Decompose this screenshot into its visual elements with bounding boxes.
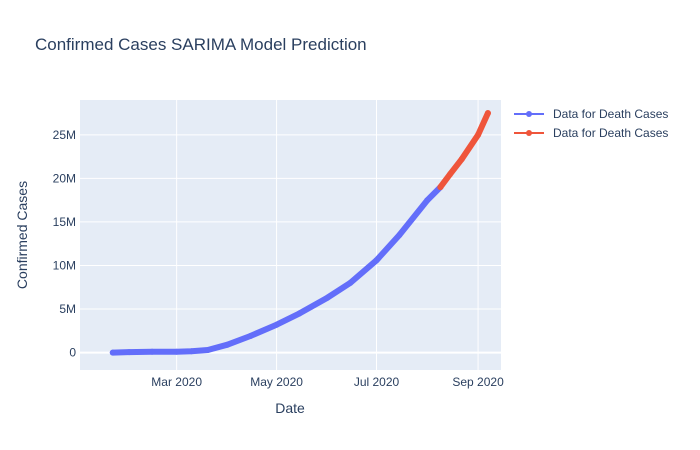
- y-axis-ticks: 0 5M 10M 15M 20M 25M: [53, 128, 77, 360]
- x-axis-title: Date: [275, 400, 305, 416]
- series-1-point: [458, 156, 465, 163]
- series-0-point: [188, 348, 195, 355]
- series-1-point: [484, 110, 491, 117]
- gridlines: [80, 100, 501, 370]
- x-axis-ticks: Mar 2020 May 2020 Jul 2020 Sep 2020: [151, 375, 504, 389]
- legend[interactable]: Data for Death Cases Data for Death Cases: [514, 107, 668, 140]
- y-tick-label: 20M: [53, 171, 76, 185]
- series-0-point: [347, 279, 354, 286]
- series-0-point: [173, 348, 180, 355]
- x-tick-label: Jul 2020: [354, 375, 400, 389]
- legend-item[interactable]: Data for Death Cases: [514, 107, 668, 121]
- series-0-point: [373, 257, 380, 264]
- y-axis-title: Confirmed Cases: [14, 181, 30, 289]
- y-tick-label: 0: [69, 346, 76, 360]
- series-0-line: [109, 184, 444, 356]
- y-tick-label: 15M: [53, 215, 76, 229]
- series-0-point: [273, 321, 280, 328]
- series-0-point: [109, 349, 116, 356]
- y-tick-label: 5M: [59, 302, 76, 316]
- series-1-point: [475, 131, 482, 138]
- series-layer: [109, 110, 491, 356]
- x-tick-label: May 2020: [250, 375, 303, 389]
- x-tick-label: Mar 2020: [151, 375, 202, 389]
- legend-marker: [526, 130, 532, 136]
- series-0-point: [204, 347, 211, 353]
- series-0-point: [126, 349, 133, 356]
- series-0-point: [396, 232, 403, 238]
- legend-item[interactable]: Data for Death Cases: [514, 126, 668, 140]
- legend-label: Data for Death Cases: [553, 126, 668, 140]
- series-0-point: [247, 333, 254, 339]
- series-1-point: [447, 171, 454, 177]
- x-tick-label: Sep 2020: [452, 375, 504, 389]
- plot-area: [80, 100, 501, 370]
- series-0-point: [324, 294, 331, 301]
- series-0-point: [296, 310, 303, 317]
- series-0-point: [424, 197, 431, 204]
- legend-marker: [526, 111, 532, 117]
- y-tick-label: 25M: [53, 128, 76, 142]
- series-0-point: [149, 348, 156, 355]
- y-tick-label: 10M: [53, 258, 76, 272]
- legend-label: Data for Death Cases: [553, 107, 668, 121]
- series-1-point: [437, 184, 444, 191]
- series-0-point: [224, 341, 231, 348]
- chart-title: Confirmed Cases SARIMA Model Prediction: [35, 35, 367, 54]
